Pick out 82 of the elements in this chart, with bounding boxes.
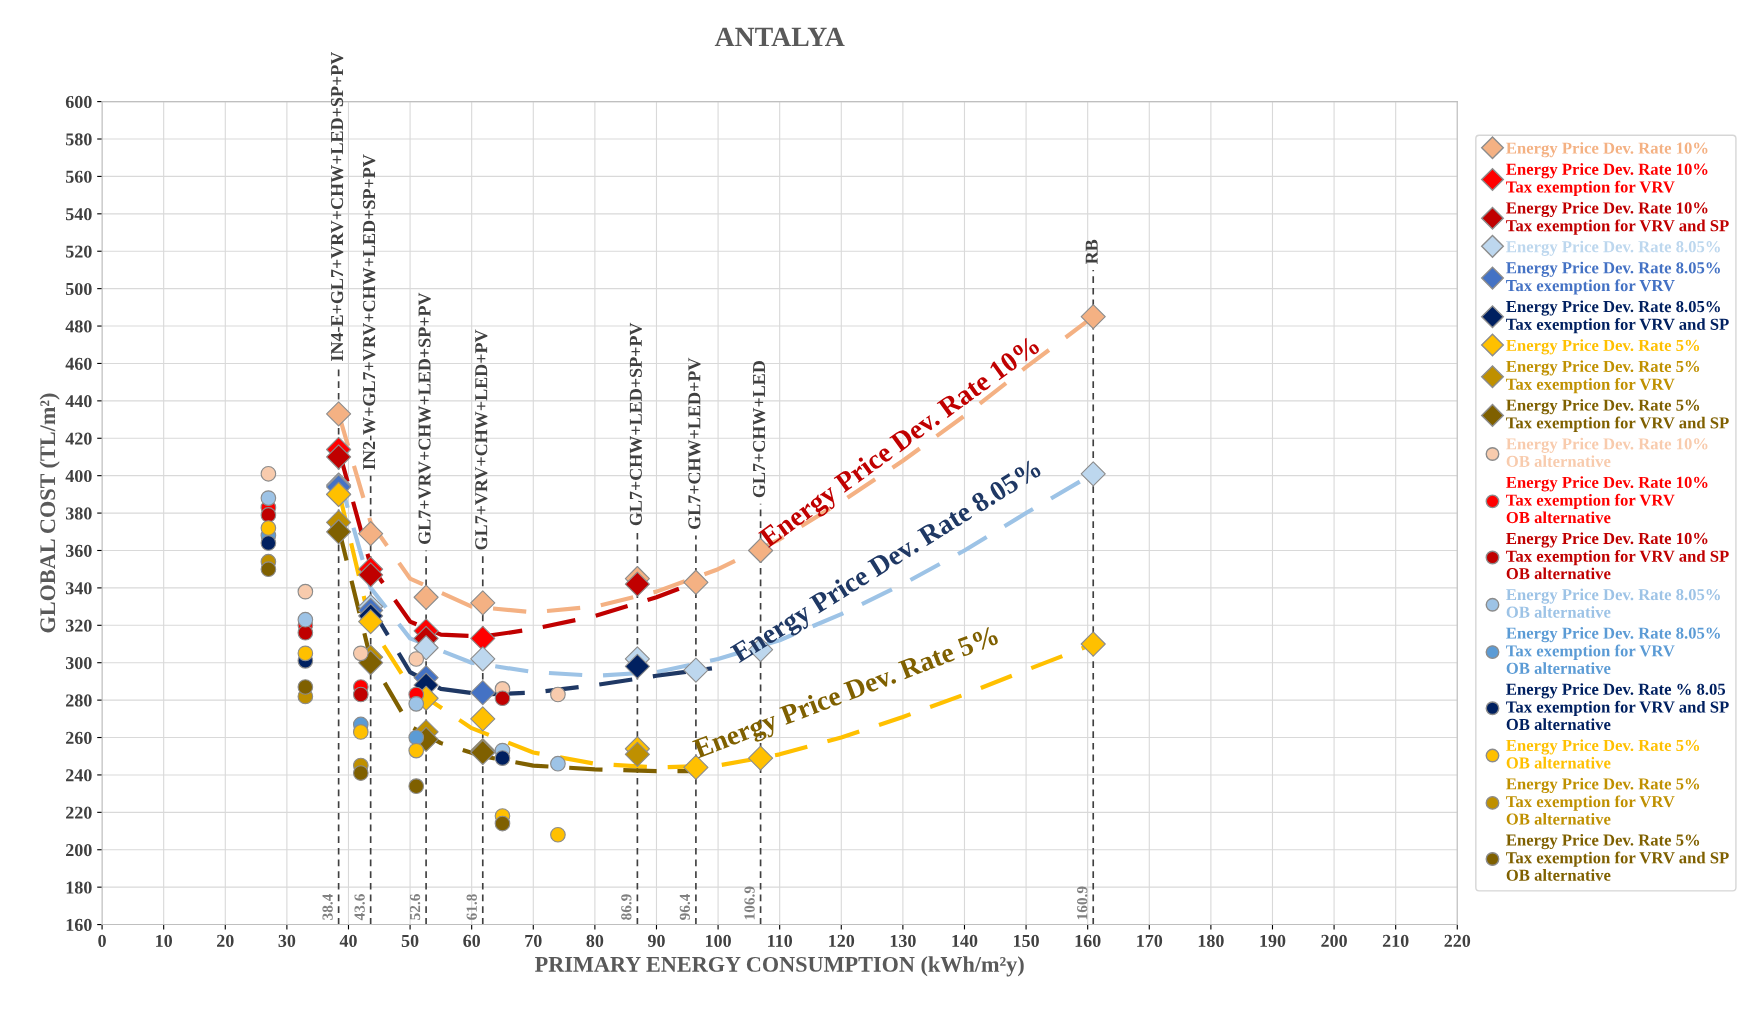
legend-label: Energy Price Dev. Rate 5% OB alternative xyxy=(1506,739,1700,769)
y-tick-label: 300 xyxy=(65,656,92,670)
annotation: 96.4 xyxy=(679,893,691,920)
ref-line-label: GL7+CHW+LED+PV xyxy=(688,357,701,530)
legend-label: Energy Price Dev. Rate 10% xyxy=(1506,142,1708,158)
y-tick-label: 480 xyxy=(65,320,92,333)
y-tick-label: 560 xyxy=(66,170,92,183)
legend-label: Energy Price Dev. Rate 8.05% Tax exemption for VRV OB alternative xyxy=(1506,627,1720,674)
legend-label: Energy Price Dev. Rate 5% Tax exemption for VRV xyxy=(1506,360,1700,394)
x-tick-label: 70 xyxy=(525,934,542,947)
y-tick-label: 420 xyxy=(65,432,92,445)
y-tick-label: 260 xyxy=(66,731,92,744)
annotation: 160.9 xyxy=(1077,886,1088,920)
x-tick-label: 0 xyxy=(98,934,106,947)
y-tick-label: 360 xyxy=(65,544,92,557)
legend-label: Energy Price Dev. Rate 8.05% Tax exemption for VRV and SP xyxy=(1506,300,1729,334)
legend-label: Energy Price Dev. Rate % 8.05 Tax exemption for VRV and SP OB alternative xyxy=(1506,683,1729,731)
x-tick-label: 190 xyxy=(1260,934,1286,947)
x-tick-label: 90 xyxy=(647,934,665,947)
y-tick-label: 600 xyxy=(65,95,92,109)
x-tick-label: 210 xyxy=(1382,934,1409,947)
legend-label: Energy Price Dev. Rate 8.05% xyxy=(1506,240,1720,256)
y-tick-label: 500 xyxy=(66,282,92,296)
x-tick-label: 170 xyxy=(1137,934,1163,947)
y-tick-label: 180 xyxy=(66,881,92,894)
x-tick-label: 50 xyxy=(401,934,419,947)
y-tick-label: 240 xyxy=(66,769,92,782)
y-tick-label: 220 xyxy=(66,806,92,819)
x-tick-label: 200 xyxy=(1321,934,1347,947)
y-tick-label: 200 xyxy=(66,844,92,857)
x-tick-label: 110 xyxy=(768,934,793,947)
y-tick-label: 460 xyxy=(65,357,92,370)
legend-label: Energy Price Dev. Rate 10% Tax exemption for VRV OB alternative xyxy=(1506,476,1708,524)
x-tick-label: 80 xyxy=(586,934,604,947)
legend-label: Energy Price Dev. Rate 8.05% Tax exemption for VRV xyxy=(1506,261,1720,295)
x-tick-label: 160 xyxy=(1075,934,1101,947)
annotation: 86.9 xyxy=(621,894,632,920)
chart-title: ANTALYA xyxy=(714,27,845,47)
legend-label: Energy Price Dev. Rate 10% Tax exemption for VRV and SP OB alternative xyxy=(1506,532,1729,580)
ref-line-label: RB xyxy=(1085,239,1098,265)
y-tick-label: 320 xyxy=(65,619,92,632)
x-axis-title: PRIMARY ENERGY CONSUMPTION (kWh/m²y) xyxy=(535,956,1024,977)
annotation: 43.6 xyxy=(354,894,365,921)
y-tick-label: 340 xyxy=(65,582,92,595)
y-tick-label: 160 xyxy=(66,918,92,931)
x-tick-label: 60 xyxy=(463,934,481,947)
ref-line-label: GL7+VRV+CHW+LED+PV xyxy=(475,329,488,550)
x-tick-label: 100 xyxy=(705,934,731,947)
legend-label: Energy Price Dev. Rate 5% Tax exemption for VRV OB alternative xyxy=(1506,777,1700,825)
x-tick-label: 20 xyxy=(217,934,234,947)
y-tick-label: 400 xyxy=(65,469,92,483)
legend-label: Energy Price Dev. Rate 10% Tax exemption for VRV xyxy=(1506,163,1708,196)
legend-label: Energy Price Dev. Rate 10% OB alternative xyxy=(1506,437,1708,468)
x-tick-label: 10 xyxy=(156,934,173,947)
annotation: 61.8 xyxy=(466,894,477,920)
ref-line-label: IN2-W+GL7+VRV+CHW+LED+SP+PV xyxy=(363,154,376,470)
x-tick-label: 220 xyxy=(1444,934,1471,947)
y-tick-label: 540 xyxy=(66,208,92,221)
legend-label: Energy Price Dev. Rate 5% Tax exemption for VRV and SP OB alternative xyxy=(1506,833,1729,881)
y-tick-label: 520 xyxy=(66,245,92,258)
y-tick-label: 440 xyxy=(65,395,92,408)
x-tick-label: 140 xyxy=(952,934,978,947)
y-tick-label: 380 xyxy=(65,507,92,520)
legend-label: Energy Price Dev. Rate 5% xyxy=(1506,339,1700,355)
annotation: 52.6 xyxy=(409,894,421,920)
x-tick-label: 180 xyxy=(1198,934,1224,947)
annotation: 38.4 xyxy=(322,893,333,920)
annotation: 106.9 xyxy=(744,886,755,920)
ref-line-label: GL7+VRV+CHW+LED+SP+PV xyxy=(418,292,431,544)
legend-label: Energy Price Dev. Rate 10% Tax exemption for VRV and SP xyxy=(1506,201,1729,235)
legend-label: Energy Price Dev. Rate 8.05% OB alternative xyxy=(1506,588,1720,618)
ref-line-label: IN4-E+GL7+VRV+CHW+LED+SP+PV xyxy=(331,51,344,361)
x-tick-label: 30 xyxy=(278,934,296,947)
y-tick-label: 580 xyxy=(66,133,92,146)
x-tick-label: 40 xyxy=(339,934,357,947)
ref-line-label: GL7+CHW+LED+SP+PV xyxy=(629,322,642,526)
y-tick-label: 280 xyxy=(66,694,92,707)
x-tick-label: 120 xyxy=(829,934,855,947)
x-tick-label: 130 xyxy=(890,934,916,947)
y-axis-title: GLOBAL COST (TL/m²) xyxy=(39,393,60,633)
legend-label: Energy Price Dev. Rate 5% Tax exemption for VRV and SP xyxy=(1506,399,1729,432)
x-tick-label: 150 xyxy=(1013,934,1039,947)
